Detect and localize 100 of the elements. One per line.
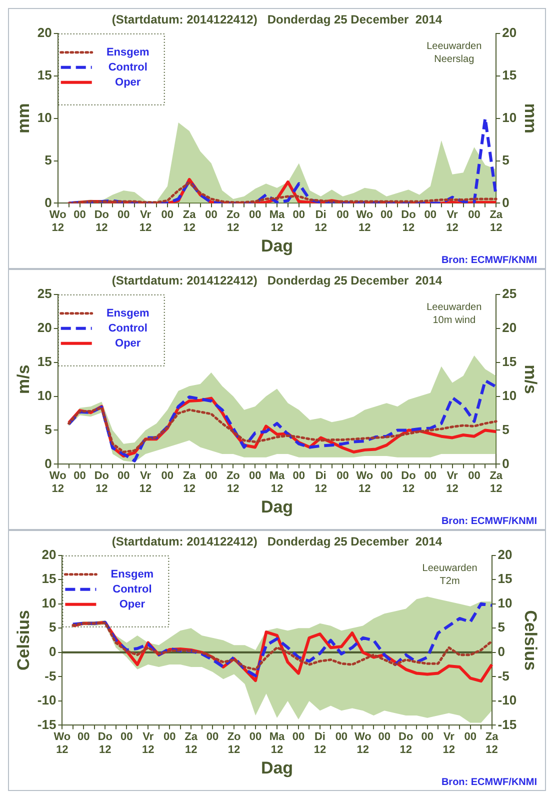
x-axis-title: Dag <box>260 236 294 256</box>
annotation: T2m <box>440 576 460 588</box>
x-tick-label: 00 <box>248 208 262 221</box>
x-tick-label: 00 <box>74 208 86 221</box>
x-tick-label: Ma 12 <box>269 208 286 234</box>
legend-label: Ensgem <box>110 568 154 580</box>
line-series <box>67 379 498 462</box>
x-tick-label: 00 <box>468 470 480 482</box>
x-tick-label: 00 <box>117 470 130 482</box>
legend-label: Oper <box>115 76 142 88</box>
x-tick-label: Zo 12 <box>227 730 242 756</box>
x-tick-label: 00 <box>120 730 133 743</box>
x-tick-label: Do 12 <box>398 730 414 756</box>
x-tick-label: 00 <box>468 208 480 221</box>
y2-tick-label: 10 <box>502 388 517 403</box>
annotation: Leeuwarden <box>422 563 478 574</box>
annotation: Neerslag <box>434 54 474 66</box>
y-tick-label: -5 <box>44 668 56 684</box>
chart-title: (Startdatum: 2014122412) Donderdag 25 December 2014 <box>112 534 442 549</box>
x-tick-label: Vr 12 <box>446 470 459 496</box>
y2-tick-label: 15 <box>498 571 512 586</box>
annotation: 10m wind <box>432 315 476 326</box>
y-tick-label: 20 <box>37 320 52 335</box>
y-tick-label: 10 <box>37 388 52 403</box>
y2-tick-label: -10 <box>498 692 517 708</box>
x-tick-label: 00 <box>464 730 476 743</box>
x-tick-label: Za 12 <box>182 470 197 496</box>
y-tick-label: 0 <box>48 644 56 660</box>
y2-tick-label: 20 <box>498 546 512 562</box>
x-tick-label: 00 <box>336 208 349 221</box>
x-tick-label: Wo 12 <box>49 208 67 234</box>
x-tick-label: Do 12 <box>98 730 113 756</box>
x-tick-label: Vr 12 <box>139 208 152 234</box>
x-tick-label: 00 <box>335 730 348 743</box>
y2-tick-label: 15 <box>502 354 517 369</box>
y2-tick-label: 20 <box>502 24 517 40</box>
x-tick-label: 00 <box>161 208 174 221</box>
x-tick-label: 00 <box>249 730 262 743</box>
x-tick-label: 00 <box>380 470 393 482</box>
legend-label: Control <box>108 61 148 74</box>
legend-label: Ensgem <box>106 46 150 58</box>
y2-tick-label: -5 <box>498 668 510 684</box>
x-tick-label: Vr 12 <box>446 208 459 234</box>
x-tick-label: Ma 12 <box>269 470 286 496</box>
legend-label: Oper <box>115 337 142 350</box>
x-tick-label: 00 <box>424 208 437 221</box>
x-tick-label: 00 <box>336 470 349 482</box>
y2-tick-label: 10 <box>498 595 512 610</box>
x-tick-label: 00 <box>380 208 393 221</box>
y-tick-label: 5 <box>44 422 52 437</box>
y-tick-label: 5 <box>48 620 56 635</box>
x-tick-label: 00 <box>378 730 391 743</box>
x-tick-label: Za 12 <box>182 208 197 234</box>
x-axis-title: Dag <box>260 758 294 778</box>
x-tick-label: Di 12 <box>314 730 326 756</box>
x-tick-label: Za 12 <box>184 730 198 756</box>
x-tick-label: 00 <box>205 208 218 221</box>
annotation: Leeuwarden <box>426 41 482 52</box>
x-tick-label: 00 <box>292 208 306 221</box>
x-tick-label: Zo 12 <box>226 470 240 496</box>
y2-tick-label: 10 <box>502 110 517 125</box>
y2-tick-label: 0 <box>498 644 506 660</box>
legend-label: Oper <box>119 598 146 610</box>
y-tick-label: 5 <box>44 152 52 168</box>
x-tick-label: Di 12 <box>314 208 327 234</box>
y-tick-label: 20 <box>37 24 52 40</box>
x-tick-label: Wo 12 <box>356 208 374 234</box>
x-tick-label: 00 <box>74 470 86 482</box>
x-tick-label: Do 12 <box>94 470 110 496</box>
y-tick-label: 10 <box>42 595 56 610</box>
x-tick-label: 00 <box>248 470 262 482</box>
y2-tick-label: 0 <box>502 194 510 210</box>
y-tick-label: 0 <box>44 456 52 471</box>
x-tick-label: Vr 12 <box>442 730 456 756</box>
y2-tick-label: 20 <box>502 320 517 335</box>
x-tick-label: 00 <box>292 730 305 743</box>
y-axis-title: mm <box>14 103 33 134</box>
text: Bron: ECMWF/KNMI <box>441 776 538 788</box>
chart-title: (Startdatum: 2014122412) Donderdag 25 December 2014 <box>112 12 442 27</box>
x-tick-label: Wo 12 <box>54 730 71 756</box>
chart-title: (Startdatum: 2014122412) Donderdag 25 December 2014 <box>112 274 442 288</box>
line-series <box>68 182 498 204</box>
y2-tick-label: 25 <box>502 286 517 301</box>
y2-tick-label: 5 <box>498 620 506 635</box>
x-tick-label: Za 12 <box>490 208 504 234</box>
x-tick-label: 00 <box>292 470 306 482</box>
line-series <box>72 622 494 671</box>
y2-axis-title: mm <box>521 103 540 134</box>
y-axis-title: Celsius <box>14 610 33 671</box>
x-tick-label: 00 <box>206 730 219 743</box>
x-tick-label: Vr 12 <box>139 470 152 496</box>
legend-label: Ensgem <box>106 307 150 320</box>
x-tick-label: Ma 12 <box>269 730 286 756</box>
y-tick-label: 10 <box>37 110 52 125</box>
y-tick-label: -15 <box>37 716 56 732</box>
x-tick-label: Do 12 <box>401 470 416 496</box>
y2-tick-label: 5 <box>502 422 510 437</box>
y-tick-label: 15 <box>37 354 52 369</box>
x-axis-title: Dag <box>260 497 294 516</box>
annotation: Leeuwarden <box>426 302 482 314</box>
